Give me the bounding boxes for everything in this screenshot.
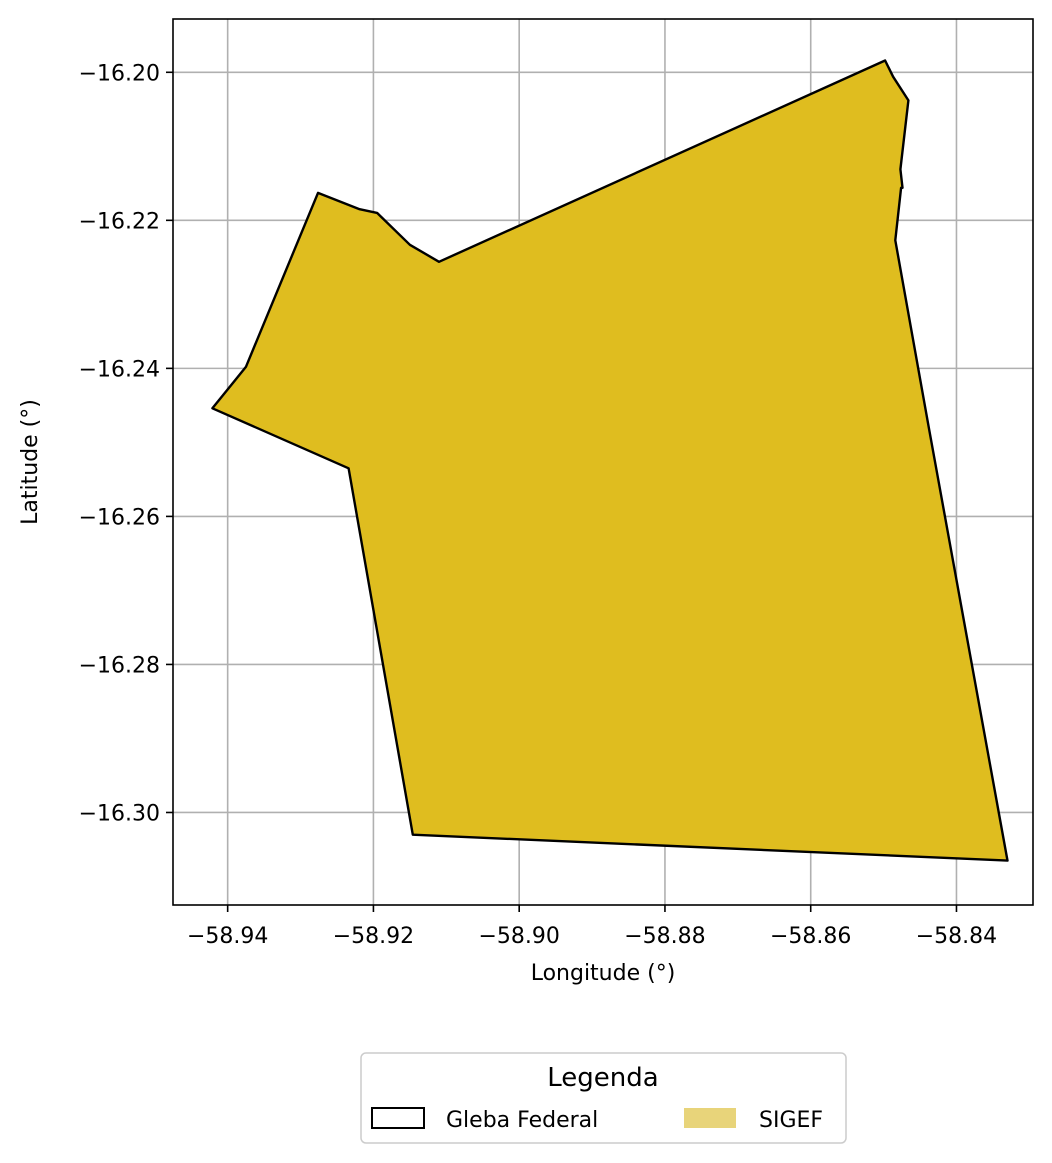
x-tick-label: −58.94 <box>187 924 268 949</box>
sigef-parcel-polygon <box>211 59 1009 862</box>
y-tick-label: −16.28 <box>79 653 160 678</box>
legend-swatch-gleba-federal <box>371 1107 425 1129</box>
legend: Legenda Gleba Federal SIGEF <box>360 1052 847 1144</box>
y-tick-label: −16.20 <box>79 61 160 86</box>
y-tick-label: −16.30 <box>79 801 160 826</box>
y-tick-label: −16.26 <box>79 505 160 530</box>
x-tick-label: −58.88 <box>624 924 705 949</box>
y-axis-label: Latitude (°) <box>18 399 43 525</box>
legend-label-sigef: SIGEF <box>759 1108 823 1133</box>
legend-title: Legenda <box>547 1063 658 1093</box>
x-tick-label: −58.92 <box>333 924 414 949</box>
x-axis-ticks: −58.94 −58.92 −58.90 −58.88 −58.86 −58.84 <box>187 905 997 949</box>
x-tick-label: −58.90 <box>478 924 559 949</box>
plot-frame <box>172 18 1034 906</box>
legend-label-gleba-federal: Gleba Federal <box>446 1108 598 1133</box>
y-axis-ticks: −16.20 −16.22 −16.24 −16.26 −16.28 −16.30 <box>79 61 173 826</box>
y-tick-label: −16.24 <box>79 357 160 382</box>
x-tick-label: −58.86 <box>770 924 851 949</box>
x-tick-label: −58.84 <box>916 924 997 949</box>
x-axis-label: Longitude (°) <box>531 961 676 986</box>
legend-swatch-sigef <box>684 1108 736 1128</box>
y-tick-label: −16.22 <box>79 209 160 234</box>
